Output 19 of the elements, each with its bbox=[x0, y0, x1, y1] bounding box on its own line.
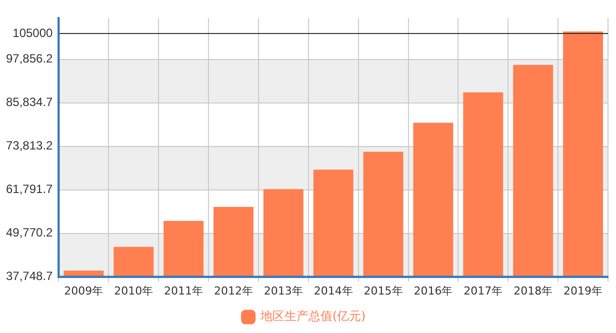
x-tick-label: 2009年 bbox=[64, 284, 104, 298]
y-tick-label: 49,770.2 bbox=[6, 226, 54, 240]
x-tick-label: 2014年 bbox=[314, 284, 353, 298]
y-tick-label: 85,834.7 bbox=[6, 95, 54, 110]
x-tick-label: 2010年 bbox=[114, 284, 154, 298]
x-tick-label: 2015年 bbox=[364, 284, 403, 298]
x-tick-label: 2011年 bbox=[164, 284, 204, 298]
legend-label: 地区生产总值(亿元) bbox=[259, 309, 366, 324]
ref-line-label: 105000 bbox=[12, 26, 54, 40]
x-tick-label: 2018年 bbox=[514, 284, 553, 298]
x-tick-label: 2016年 bbox=[414, 284, 453, 298]
y-tick-label: 37,748.7 bbox=[6, 269, 54, 284]
x-tick-label: 2013年 bbox=[264, 284, 303, 298]
y-tick-label: 73,813.2 bbox=[6, 138, 54, 153]
x-tick-label: 2019年 bbox=[564, 284, 603, 298]
x-tick-label: 2017年 bbox=[464, 284, 503, 298]
x-tick-label: 2012年 bbox=[214, 284, 253, 298]
y-tick-label: 97,856.2 bbox=[6, 52, 54, 66]
y-tick-label: 61,791.7 bbox=[6, 182, 54, 196]
